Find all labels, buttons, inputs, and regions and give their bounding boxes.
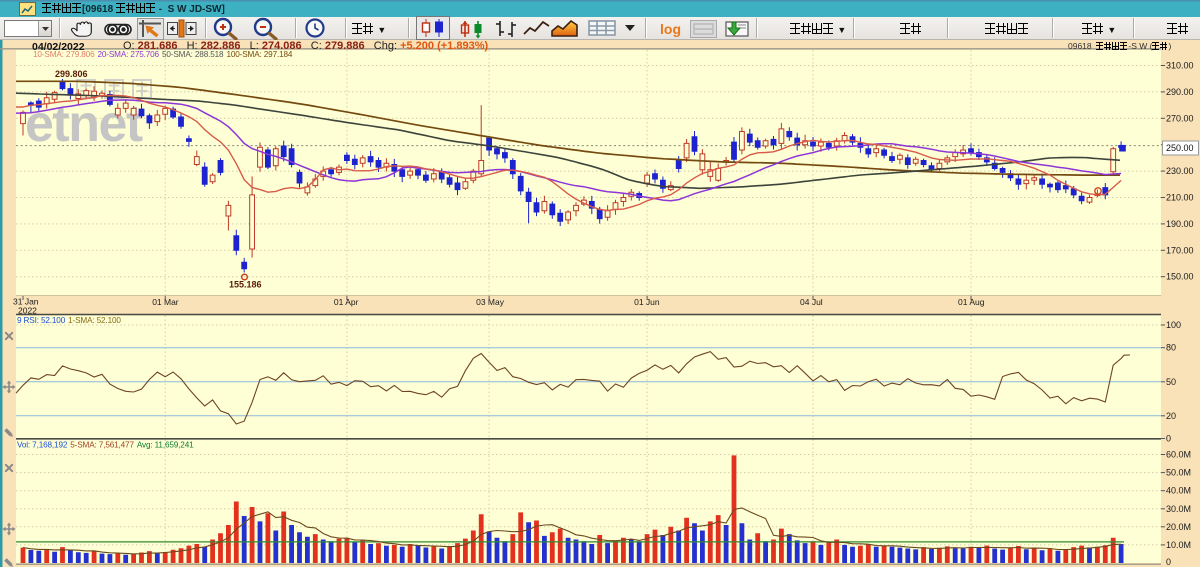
svg-text:50.0M: 50.0M xyxy=(1166,468,1191,478)
svg-text:230.00: 230.00 xyxy=(1166,166,1194,176)
svg-text:250.00: 250.00 xyxy=(1166,143,1194,153)
svg-text:80: 80 xyxy=(1166,343,1176,353)
svg-text:270.00: 270.00 xyxy=(1166,113,1194,123)
svg-text:299.806: 299.806 xyxy=(55,69,88,79)
svg-text:03 May: 03 May xyxy=(476,297,505,307)
svg-text:190.00: 190.00 xyxy=(1166,219,1194,229)
svg-text:40.0M: 40.0M xyxy=(1166,486,1191,496)
svg-text:155.186: 155.186 xyxy=(229,280,262,290)
svg-text:60.0M: 60.0M xyxy=(1166,450,1191,460)
svg-text:31 Jan: 31 Jan xyxy=(13,297,39,307)
svg-text:150.00: 150.00 xyxy=(1166,272,1194,282)
svg-text:01 Apr: 01 Apr xyxy=(334,297,359,307)
svg-text:01 Jun: 01 Jun xyxy=(634,297,660,307)
svg-text:50: 50 xyxy=(1166,377,1176,387)
svg-text:01 Mar: 01 Mar xyxy=(152,297,179,307)
svg-text:20.0M: 20.0M xyxy=(1166,522,1191,532)
svg-text:20: 20 xyxy=(1166,411,1176,421)
svg-text:04 Jul: 04 Jul xyxy=(800,297,823,307)
svg-text:01 Aug: 01 Aug xyxy=(958,297,985,307)
svg-text:0: 0 xyxy=(1166,557,1171,567)
svg-text:310.00: 310.00 xyxy=(1166,61,1194,71)
svg-text:30.0M: 30.0M xyxy=(1166,504,1191,514)
svg-text:10.0M: 10.0M xyxy=(1166,540,1191,550)
svg-text:0: 0 xyxy=(1166,434,1171,444)
svg-text:2022: 2022 xyxy=(18,306,37,316)
svg-text:290.00: 290.00 xyxy=(1166,87,1194,97)
svg-text:210.00: 210.00 xyxy=(1166,193,1194,203)
svg-text:100: 100 xyxy=(1166,320,1181,330)
svg-text:170.00: 170.00 xyxy=(1166,245,1194,255)
